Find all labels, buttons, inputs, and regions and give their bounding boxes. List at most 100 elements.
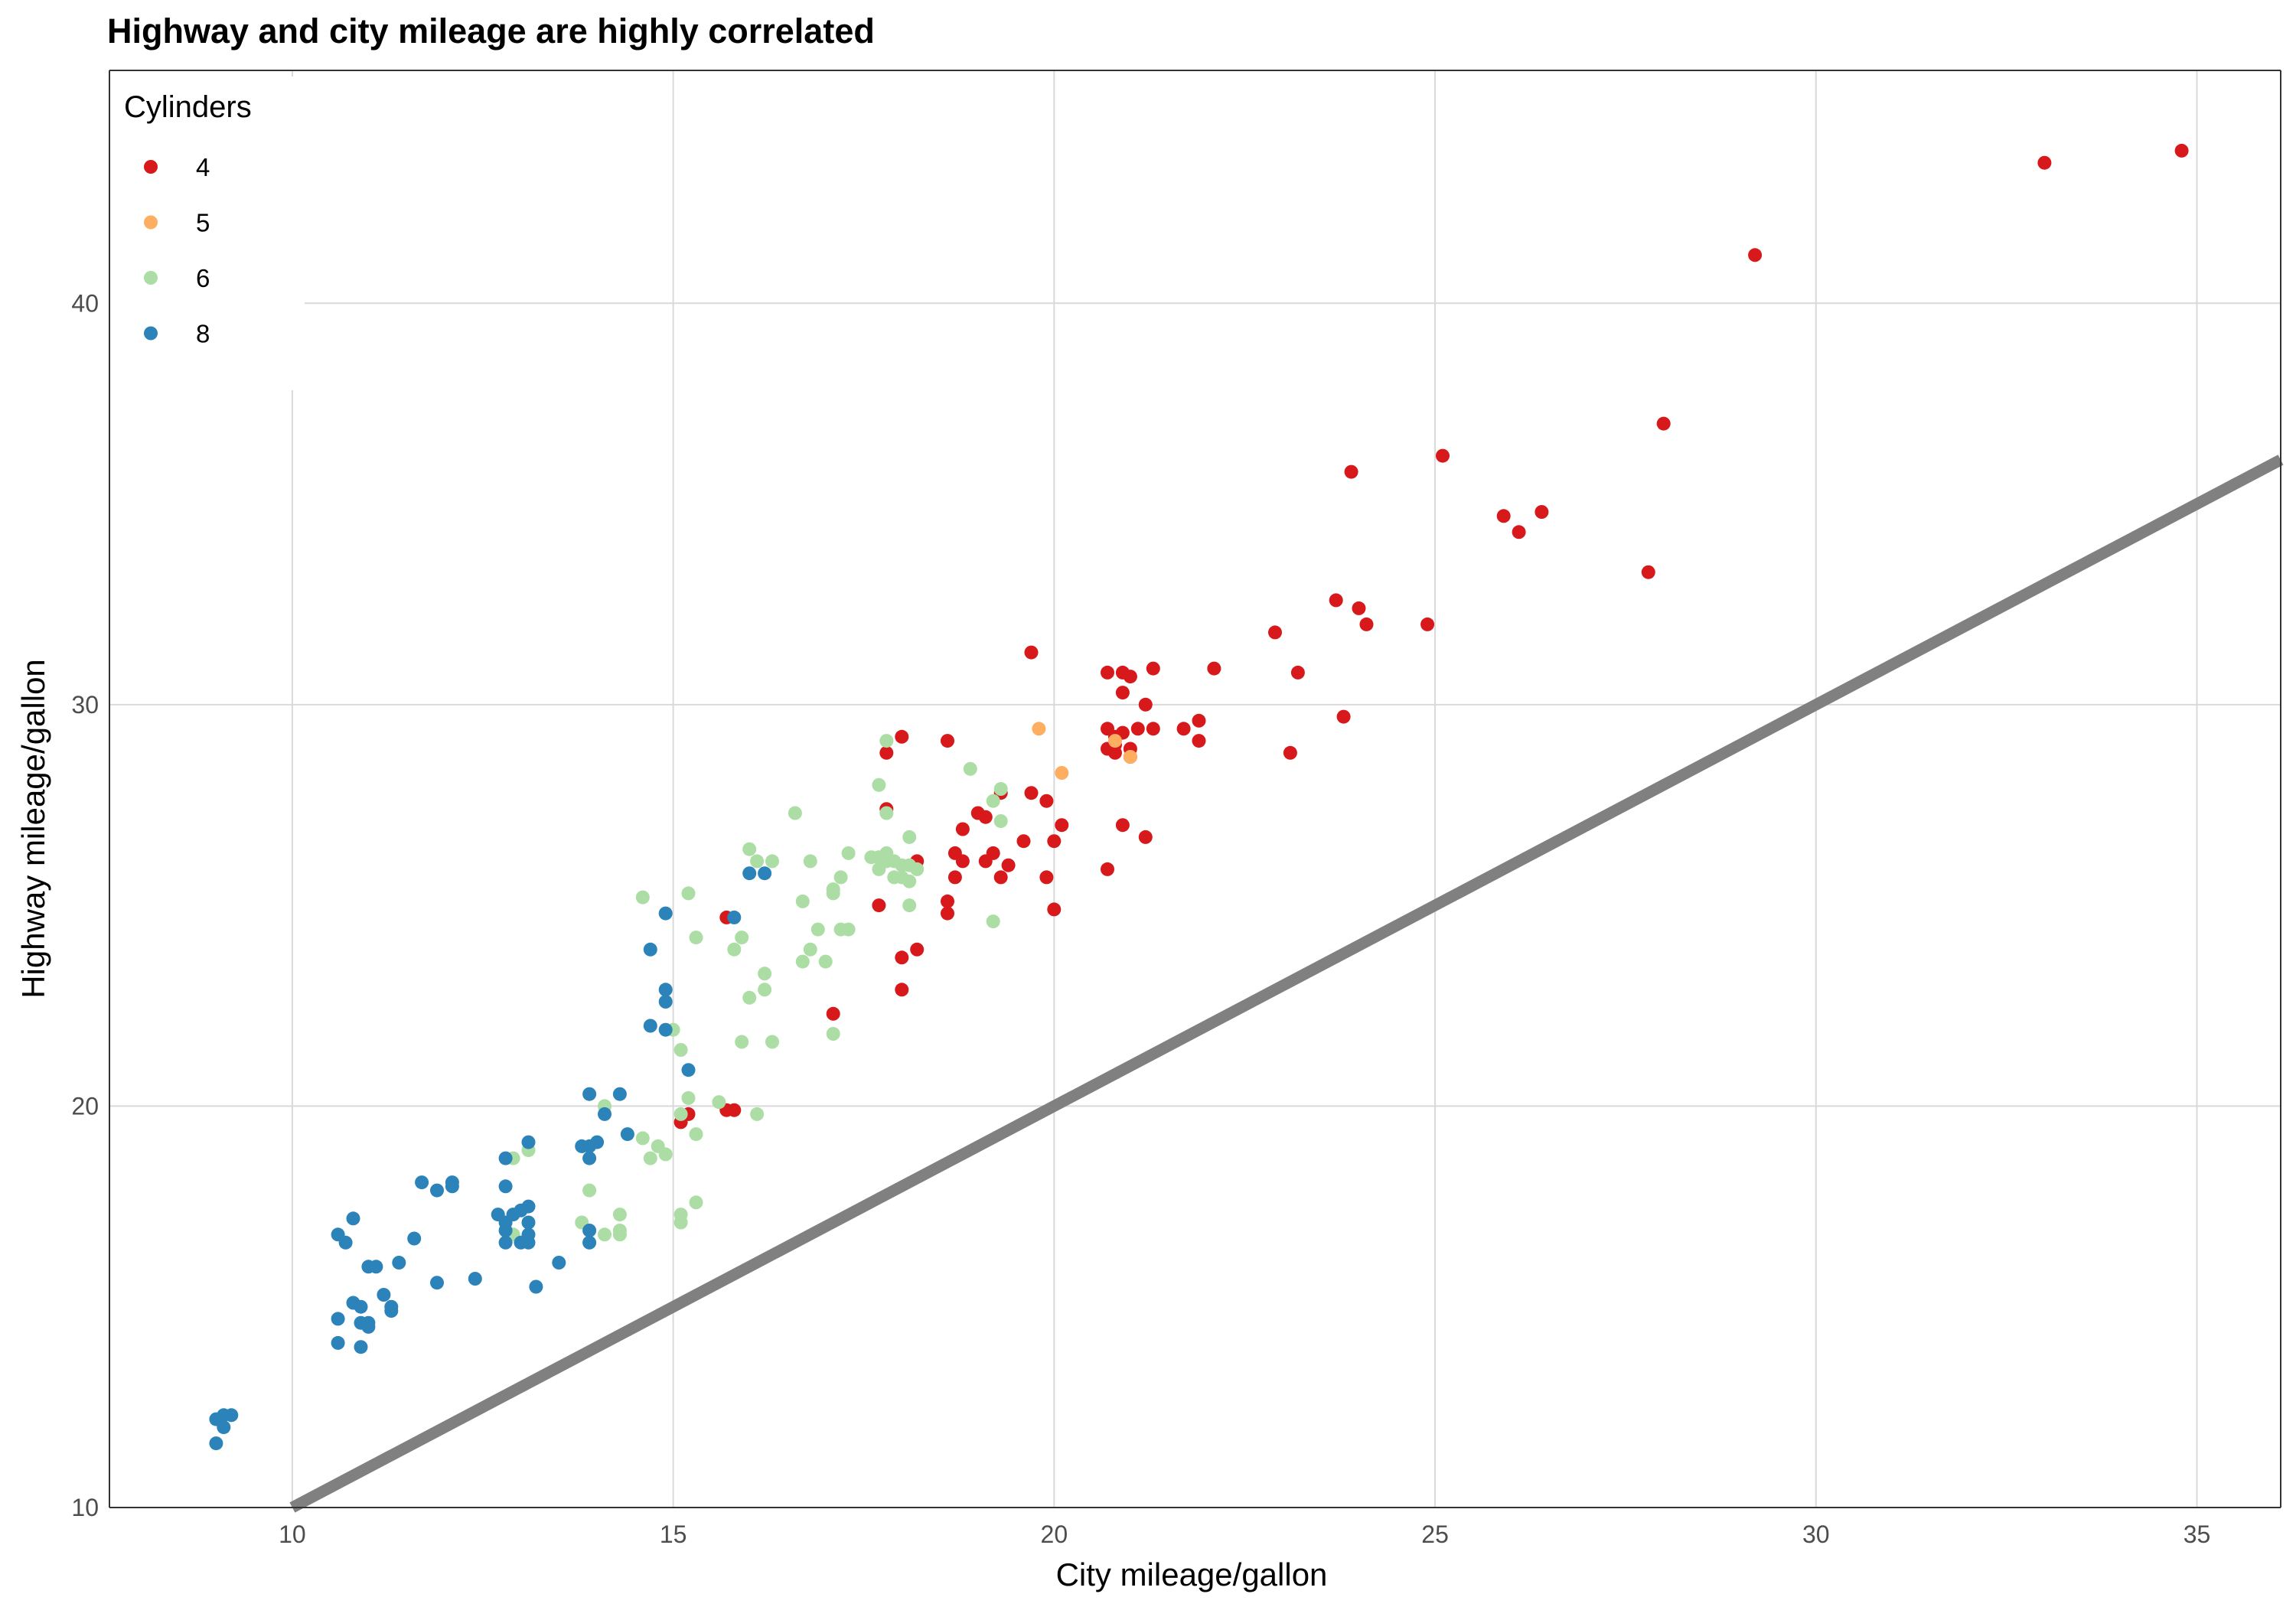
- point-cyl-4-3: [1656, 416, 1671, 431]
- x-axis-title: City mileage/gallon: [1056, 1556, 1328, 1592]
- point-cyl-6-7: [788, 806, 802, 820]
- point-cyl-6-19: [902, 858, 917, 872]
- point-cyl-8-24: [498, 1179, 513, 1194]
- chart-title: Highway and city mileage are highly corr…: [107, 11, 875, 51]
- point-cyl-4-28: [1115, 665, 1130, 680]
- point-cyl-8-34: [521, 1235, 536, 1250]
- point-cyl-6-8: [803, 854, 817, 869]
- point-cyl-6-1: [872, 777, 886, 792]
- point-cyl-8-30: [521, 1215, 536, 1230]
- point-cyl-8-64: [209, 1436, 223, 1451]
- point-cyl-6-28: [902, 830, 917, 844]
- point-cyl-6-49: [673, 1043, 688, 1057]
- point-cyl-6-56: [689, 1127, 703, 1142]
- point-cyl-8-45: [552, 1256, 566, 1270]
- point-cyl-4-35: [1108, 745, 1122, 760]
- point-cyl-4-4: [1641, 565, 1655, 579]
- point-cyl-6-31: [795, 894, 810, 908]
- point-cyl-6-46: [735, 1035, 749, 1049]
- point-cyl-8-53: [354, 1299, 368, 1314]
- point-cyl-8-48: [529, 1279, 543, 1294]
- point-cyl-8-41: [338, 1235, 353, 1250]
- point-cyl-6-64: [689, 1195, 703, 1210]
- point-cyl-8-1: [742, 866, 757, 881]
- legend-label-6: 6: [196, 264, 210, 292]
- point-cyl-4-5: [1436, 448, 1450, 463]
- point-cyl-8-23: [430, 1183, 444, 1198]
- legend-background: [107, 77, 305, 390]
- point-cyl-6-38: [803, 942, 817, 957]
- point-cyl-4-13: [1359, 617, 1374, 631]
- point-cyl-4-26: [1115, 686, 1130, 700]
- legend: Cylinders 4 5 6 8: [124, 90, 252, 348]
- point-cyl-6-52: [712, 1095, 726, 1110]
- point-cyl-4-40: [1101, 862, 1114, 876]
- point-cyl-4-27: [1101, 665, 1114, 680]
- point-cyl-6-0: [879, 734, 894, 748]
- point-cyl-6-47: [765, 1035, 779, 1049]
- point-cyl-8-43: [369, 1260, 383, 1274]
- point-cyl-6-6: [879, 806, 894, 820]
- point-cyl-4-47: [1039, 870, 1054, 885]
- point-cyl-8-12: [598, 1107, 612, 1121]
- point-cyl-8-46: [468, 1272, 482, 1286]
- point-cyl-8-8: [658, 1022, 673, 1037]
- point-cyl-4-0: [2174, 143, 2189, 158]
- y-tick-label-30: 30: [71, 691, 99, 719]
- point-cyl-6-57: [635, 1131, 650, 1146]
- point-cyl-8-2: [727, 910, 742, 924]
- legend-key-8: [144, 326, 158, 341]
- point-cyl-6-66: [673, 1215, 688, 1230]
- y-axis-title: Highway mileage/gallon: [15, 659, 51, 999]
- point-cyl-8-4: [643, 942, 657, 957]
- legend-title: Cylinders: [124, 90, 252, 124]
- point-cyl-5-1: [1055, 766, 1069, 780]
- point-cyl-6-33: [635, 890, 650, 905]
- point-cyl-6-3: [986, 794, 1000, 808]
- point-cyl-4-8: [1512, 525, 1526, 539]
- point-cyl-6-11: [750, 854, 765, 869]
- point-cyl-4-67: [895, 983, 909, 997]
- point-cyl-8-63: [217, 1420, 231, 1435]
- point-cyl-4-50: [1001, 858, 1016, 872]
- point-cyl-4-56: [978, 854, 993, 869]
- y-tick-label-40: 40: [71, 289, 99, 317]
- point-cyl-6-10: [765, 854, 779, 869]
- point-cyl-6-24: [872, 862, 886, 876]
- point-cyl-4-16: [1290, 665, 1305, 680]
- point-cyl-8-27: [521, 1199, 536, 1214]
- point-cyl-4-46: [1016, 834, 1031, 849]
- point-cyl-6-39: [810, 922, 825, 937]
- point-cyl-4-65: [895, 729, 909, 744]
- point-cyl-8-22: [415, 1175, 429, 1190]
- point-cyl-6-32: [681, 886, 696, 901]
- point-cyl-8-35: [498, 1235, 513, 1250]
- point-cyl-4-51: [993, 870, 1008, 885]
- point-cyl-6-60: [643, 1151, 657, 1165]
- point-cyl-4-38: [1138, 830, 1153, 844]
- point-cyl-4-71: [826, 1006, 840, 1021]
- x-tick-label-35: 35: [2183, 1521, 2211, 1548]
- point-cyl-8-18: [521, 1135, 536, 1149]
- point-cyl-8-37: [582, 1235, 597, 1250]
- x-tick-label-10: 10: [279, 1521, 306, 1548]
- point-cyl-4-10: [1344, 464, 1358, 479]
- point-cyl-8-39: [346, 1211, 360, 1226]
- point-cyl-4-61: [941, 906, 954, 921]
- point-cyl-6-51: [681, 1090, 696, 1105]
- point-cyl-6-48: [826, 1027, 840, 1041]
- legend-key-5: [144, 215, 158, 230]
- point-cyl-6-44: [758, 983, 772, 997]
- point-cyl-6-45: [742, 990, 757, 1005]
- point-cyl-4-59: [947, 870, 962, 885]
- point-cyl-4-7: [1496, 509, 1511, 523]
- point-cyl-8-10: [582, 1087, 597, 1101]
- legend-label-5: 5: [196, 209, 210, 237]
- point-cyl-6-12: [841, 846, 856, 860]
- point-cyl-6-43: [758, 966, 772, 981]
- point-cyl-4-24: [1146, 722, 1160, 736]
- point-cyl-6-30: [986, 914, 1000, 929]
- point-cyl-8-21: [445, 1179, 459, 1194]
- point-cyl-6-53: [750, 1107, 765, 1121]
